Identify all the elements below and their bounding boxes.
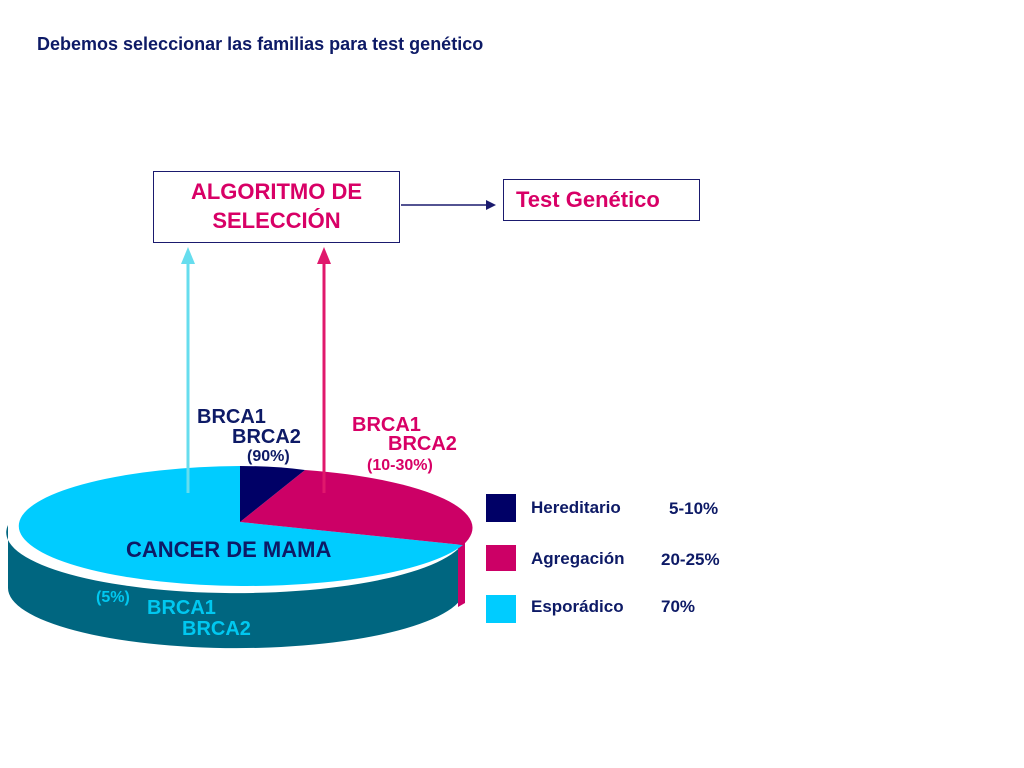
legend-value-hereditary: 5-10% <box>669 499 719 518</box>
test-genetico-box: Test Genético <box>503 179 700 221</box>
aggregation-brca2: BRCA2 <box>388 433 457 455</box>
aggregation-brca1: BRCA1 <box>352 414 421 436</box>
pie-slice-hereditary <box>240 466 305 522</box>
aggregation-pct: (10-30%) <box>367 457 433 474</box>
page-title: Debemos seleccionar las familias para te… <box>37 34 484 54</box>
pie-slice-aggregation <box>240 470 473 545</box>
hereditary-brca2: BRCA2 <box>232 426 301 448</box>
legend-swatch-aggregation <box>486 545 516 571</box>
arrow-to-test <box>401 200 496 210</box>
pie-slice-sporadic <box>18 466 464 586</box>
pie-side-sporadic <box>6 525 466 649</box>
arrow-cyan <box>181 247 195 493</box>
legend-swatch-hereditary <box>486 494 516 522</box>
algorithm-line2: SELECCIÓN <box>212 208 341 233</box>
legend-value-sporadic: 70% <box>661 597 696 616</box>
sporadic-brca1: BRCA1 <box>147 597 216 619</box>
hereditary-pct: (90%) <box>247 448 290 465</box>
pie-label: CANCER DE MAMA <box>126 537 332 562</box>
algorithm-box: ALGORITMO DE SELECCIÓN <box>153 171 400 243</box>
legend-swatch-sporadic <box>486 595 516 623</box>
legend-label-sporadic: Esporádico <box>531 597 624 616</box>
legend-value-aggregation: 20-25% <box>661 550 720 569</box>
sporadic-brca2: BRCA2 <box>182 618 251 640</box>
pie-side-aggregation <box>458 540 465 607</box>
legend-label-hereditary: Hereditario <box>531 498 621 517</box>
legend-label-aggregation: Agregación <box>531 549 625 568</box>
arrow-pink <box>317 247 331 493</box>
hereditary-brca1: BRCA1 <box>197 406 266 428</box>
sporadic-pct: (5%) <box>96 589 130 606</box>
algorithm-line1: ALGORITMO DE <box>190 179 363 204</box>
